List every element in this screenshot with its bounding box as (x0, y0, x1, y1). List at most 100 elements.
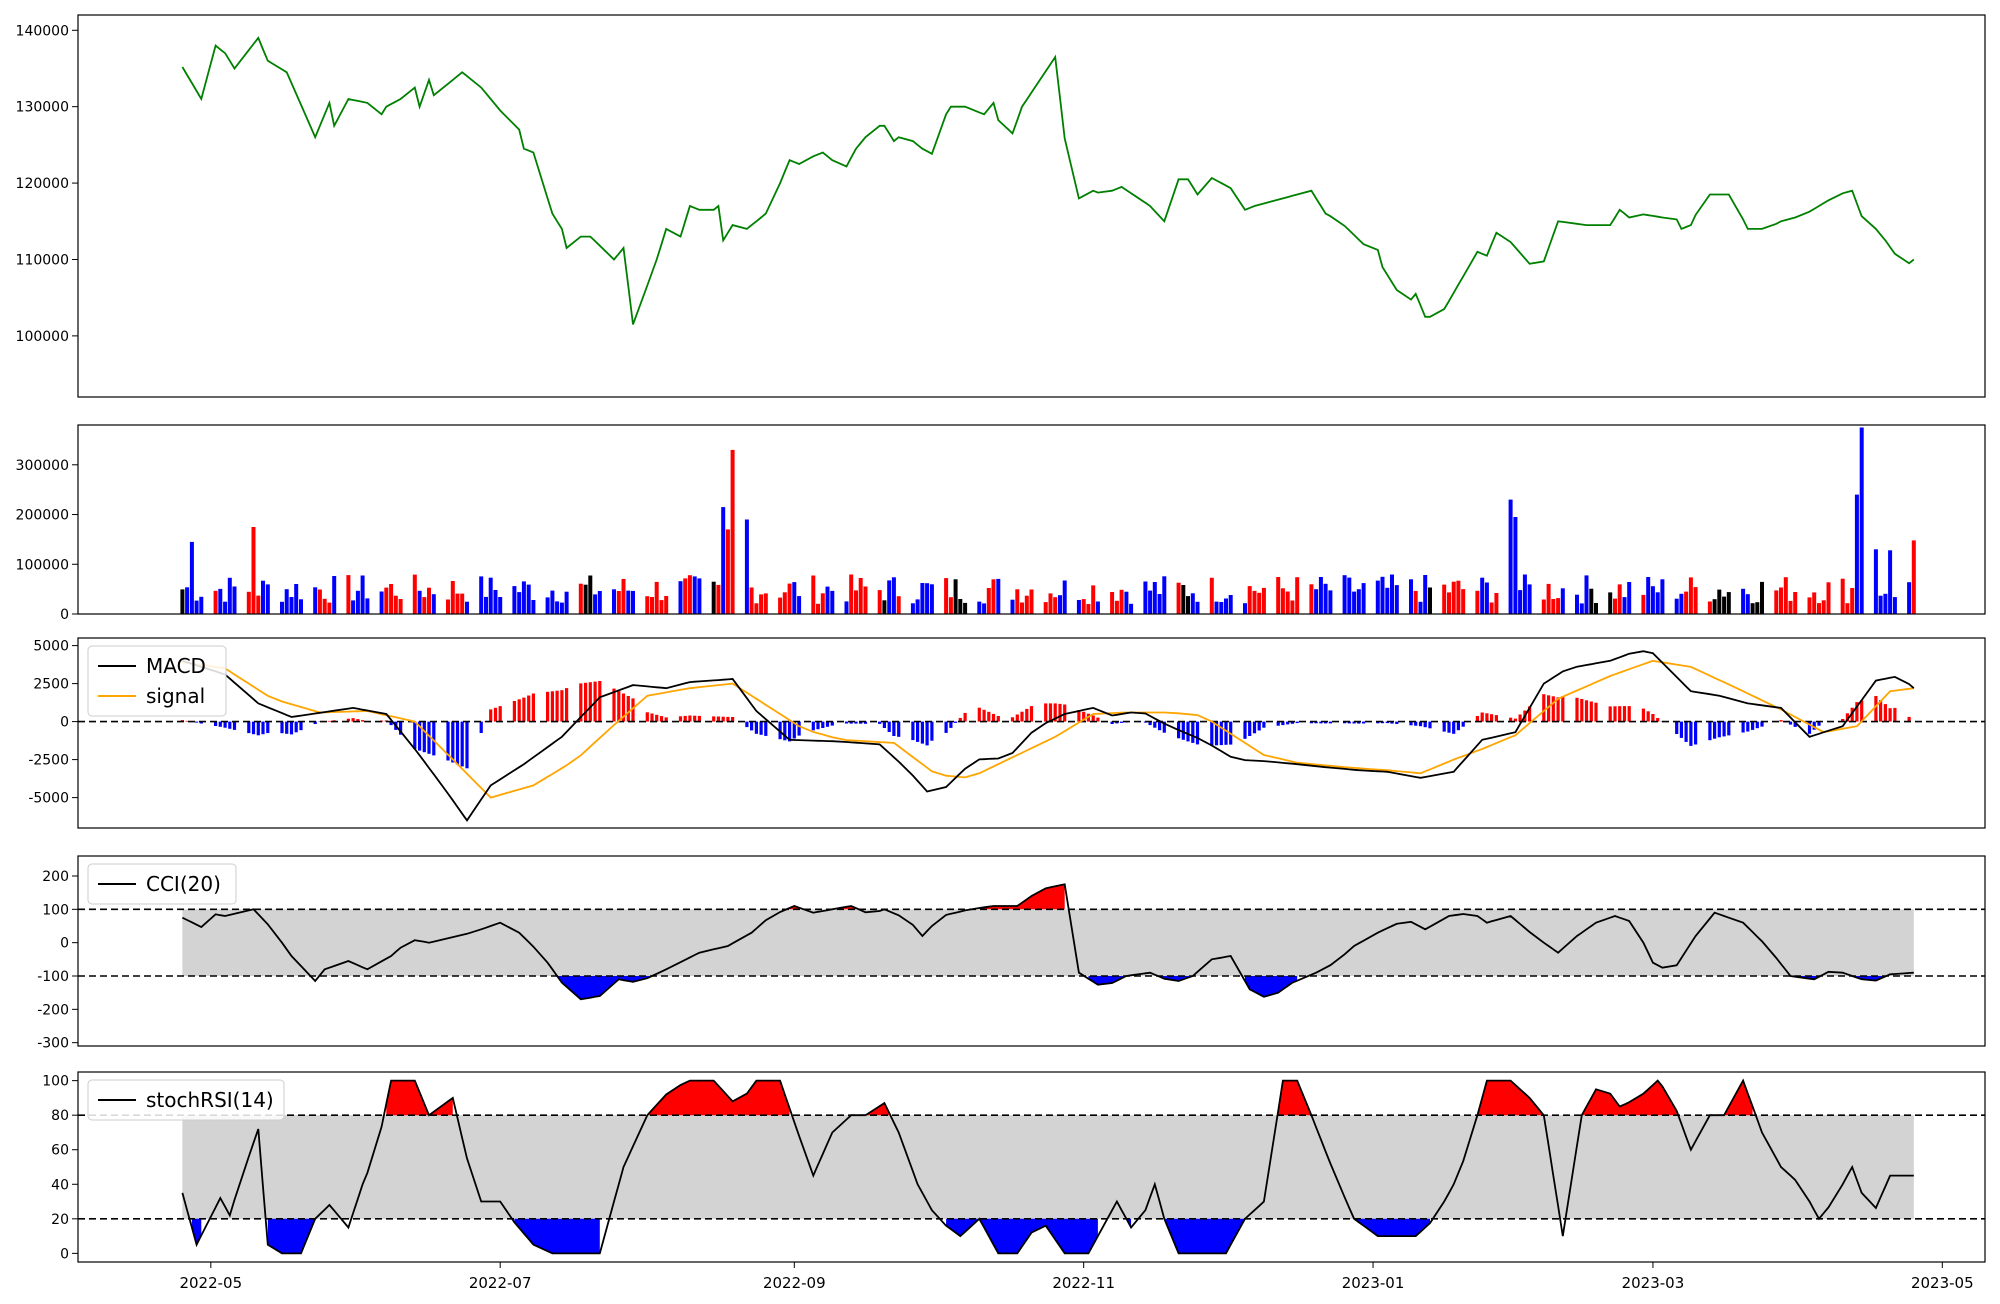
volume-bar (1295, 577, 1299, 614)
volume-bar (1352, 592, 1356, 614)
volume-bar (233, 587, 237, 615)
volume-bar (332, 576, 336, 614)
macd-hist-bar (1594, 703, 1597, 722)
volume-bar (697, 578, 701, 614)
macd-hist-bar (1779, 720, 1782, 722)
volume-bar (1627, 582, 1631, 614)
volume-bar (1594, 603, 1598, 614)
macd-hist-bar (1613, 706, 1616, 721)
volume-bar (479, 576, 483, 614)
volume-bar (1542, 600, 1546, 615)
volume-bar (1196, 602, 1200, 614)
volume-bar (1907, 582, 1911, 614)
volume-bar (712, 582, 716, 614)
volume-bar (418, 591, 422, 614)
volume-bar (750, 588, 754, 615)
volume-bar (560, 603, 564, 614)
macd-hist-bar (1220, 722, 1223, 746)
macd-hist-bar (878, 722, 881, 724)
macd-hist-bar (1428, 722, 1431, 729)
volume-bar (849, 575, 853, 615)
ytick-label-1: 300000 (16, 458, 69, 474)
macd-hist-bar (1723, 722, 1726, 737)
volume-bar (498, 597, 502, 614)
volume-bar (1779, 588, 1783, 615)
macd-hist-bar (1561, 696, 1564, 721)
volume-bar (1423, 575, 1427, 614)
overbought-fill (1477, 1081, 1543, 1116)
ytick-label-4: 100 (42, 1074, 69, 1090)
volume-bar (351, 600, 355, 614)
macd-hist-bar (755, 722, 758, 734)
macd-hist-bar (1025, 709, 1028, 722)
volume-bar (1395, 585, 1399, 614)
volume-bar (1115, 601, 1119, 614)
macd-hist-bar (660, 716, 663, 722)
volume-bar (313, 587, 317, 614)
macd-hist-bar (1481, 713, 1484, 722)
macd-hist-bar (489, 709, 492, 721)
macd-hist-bar (646, 712, 649, 721)
macd-hist-bar (551, 691, 554, 721)
macd-hist-bar (978, 708, 981, 722)
ytick-label-0: 120000 (16, 176, 69, 192)
volume-bar (887, 580, 891, 614)
volume-bar (664, 596, 668, 614)
macd-hist-bar (295, 722, 298, 733)
macd-hist-bar (1756, 722, 1759, 729)
xtick-label: 2022-11 (1052, 1274, 1115, 1292)
volume-bar (365, 598, 369, 614)
macd-hist-bar (1685, 722, 1688, 742)
macd-hist-bar (1718, 722, 1721, 738)
volume-bar (1509, 500, 1513, 614)
volume-bar (446, 600, 450, 615)
volume-bar (1860, 428, 1864, 615)
volume-bar (1879, 596, 1883, 614)
macd-hist-bar (1016, 715, 1019, 722)
macd-hist-bar (598, 681, 601, 722)
macd-hist-bar (712, 716, 715, 721)
macd-hist-bar (1158, 722, 1161, 731)
volume-bar (982, 603, 986, 614)
ytick-label-4: 60 (51, 1143, 69, 1159)
macd-hist-bar (816, 722, 819, 730)
volume-bar (1262, 588, 1266, 614)
volume-bar (792, 582, 796, 614)
volume-bar (688, 575, 692, 614)
volume-bar (1020, 603, 1024, 615)
macd-hist-bar (1058, 704, 1061, 722)
oversold-fill (1245, 976, 1297, 997)
volume-bar (1817, 603, 1821, 614)
volume-bar (1827, 582, 1831, 614)
macd-hist-bar (897, 722, 900, 737)
macd-hist-bar (617, 691, 620, 722)
macd-hist-bar (1694, 722, 1697, 745)
volume-bar (830, 591, 834, 614)
volume-bar (247, 592, 251, 614)
ytick-label-2: 2500 (33, 677, 69, 693)
volume-bar (489, 578, 493, 614)
ytick-label-4: 80 (51, 1108, 69, 1124)
volume-bar (1257, 593, 1261, 614)
volume-bar (911, 603, 915, 614)
volume-bar (1229, 595, 1233, 614)
macd-hist-bar (1120, 722, 1123, 723)
volume-bar (1675, 599, 1679, 614)
volume-bar (456, 594, 460, 614)
volume-bar (1110, 592, 1114, 614)
volume-bar (1518, 590, 1522, 614)
volume-bar (1808, 597, 1812, 614)
macd-hist-bar (1590, 702, 1593, 722)
volume-bar (655, 582, 659, 614)
macd-hist-bar (693, 716, 696, 722)
macd-hist-bar (233, 722, 236, 730)
macd-hist-bar (1609, 706, 1612, 721)
xtick-label: 2023-03 (1622, 1274, 1685, 1292)
volume-bar (1219, 602, 1223, 614)
volume-bar (1025, 596, 1029, 614)
macd-hist-bar (522, 698, 525, 722)
volume-bar (1096, 602, 1100, 615)
volume-bar (1751, 603, 1755, 614)
volume-bar (1656, 592, 1660, 614)
volume-bar (854, 590, 858, 614)
